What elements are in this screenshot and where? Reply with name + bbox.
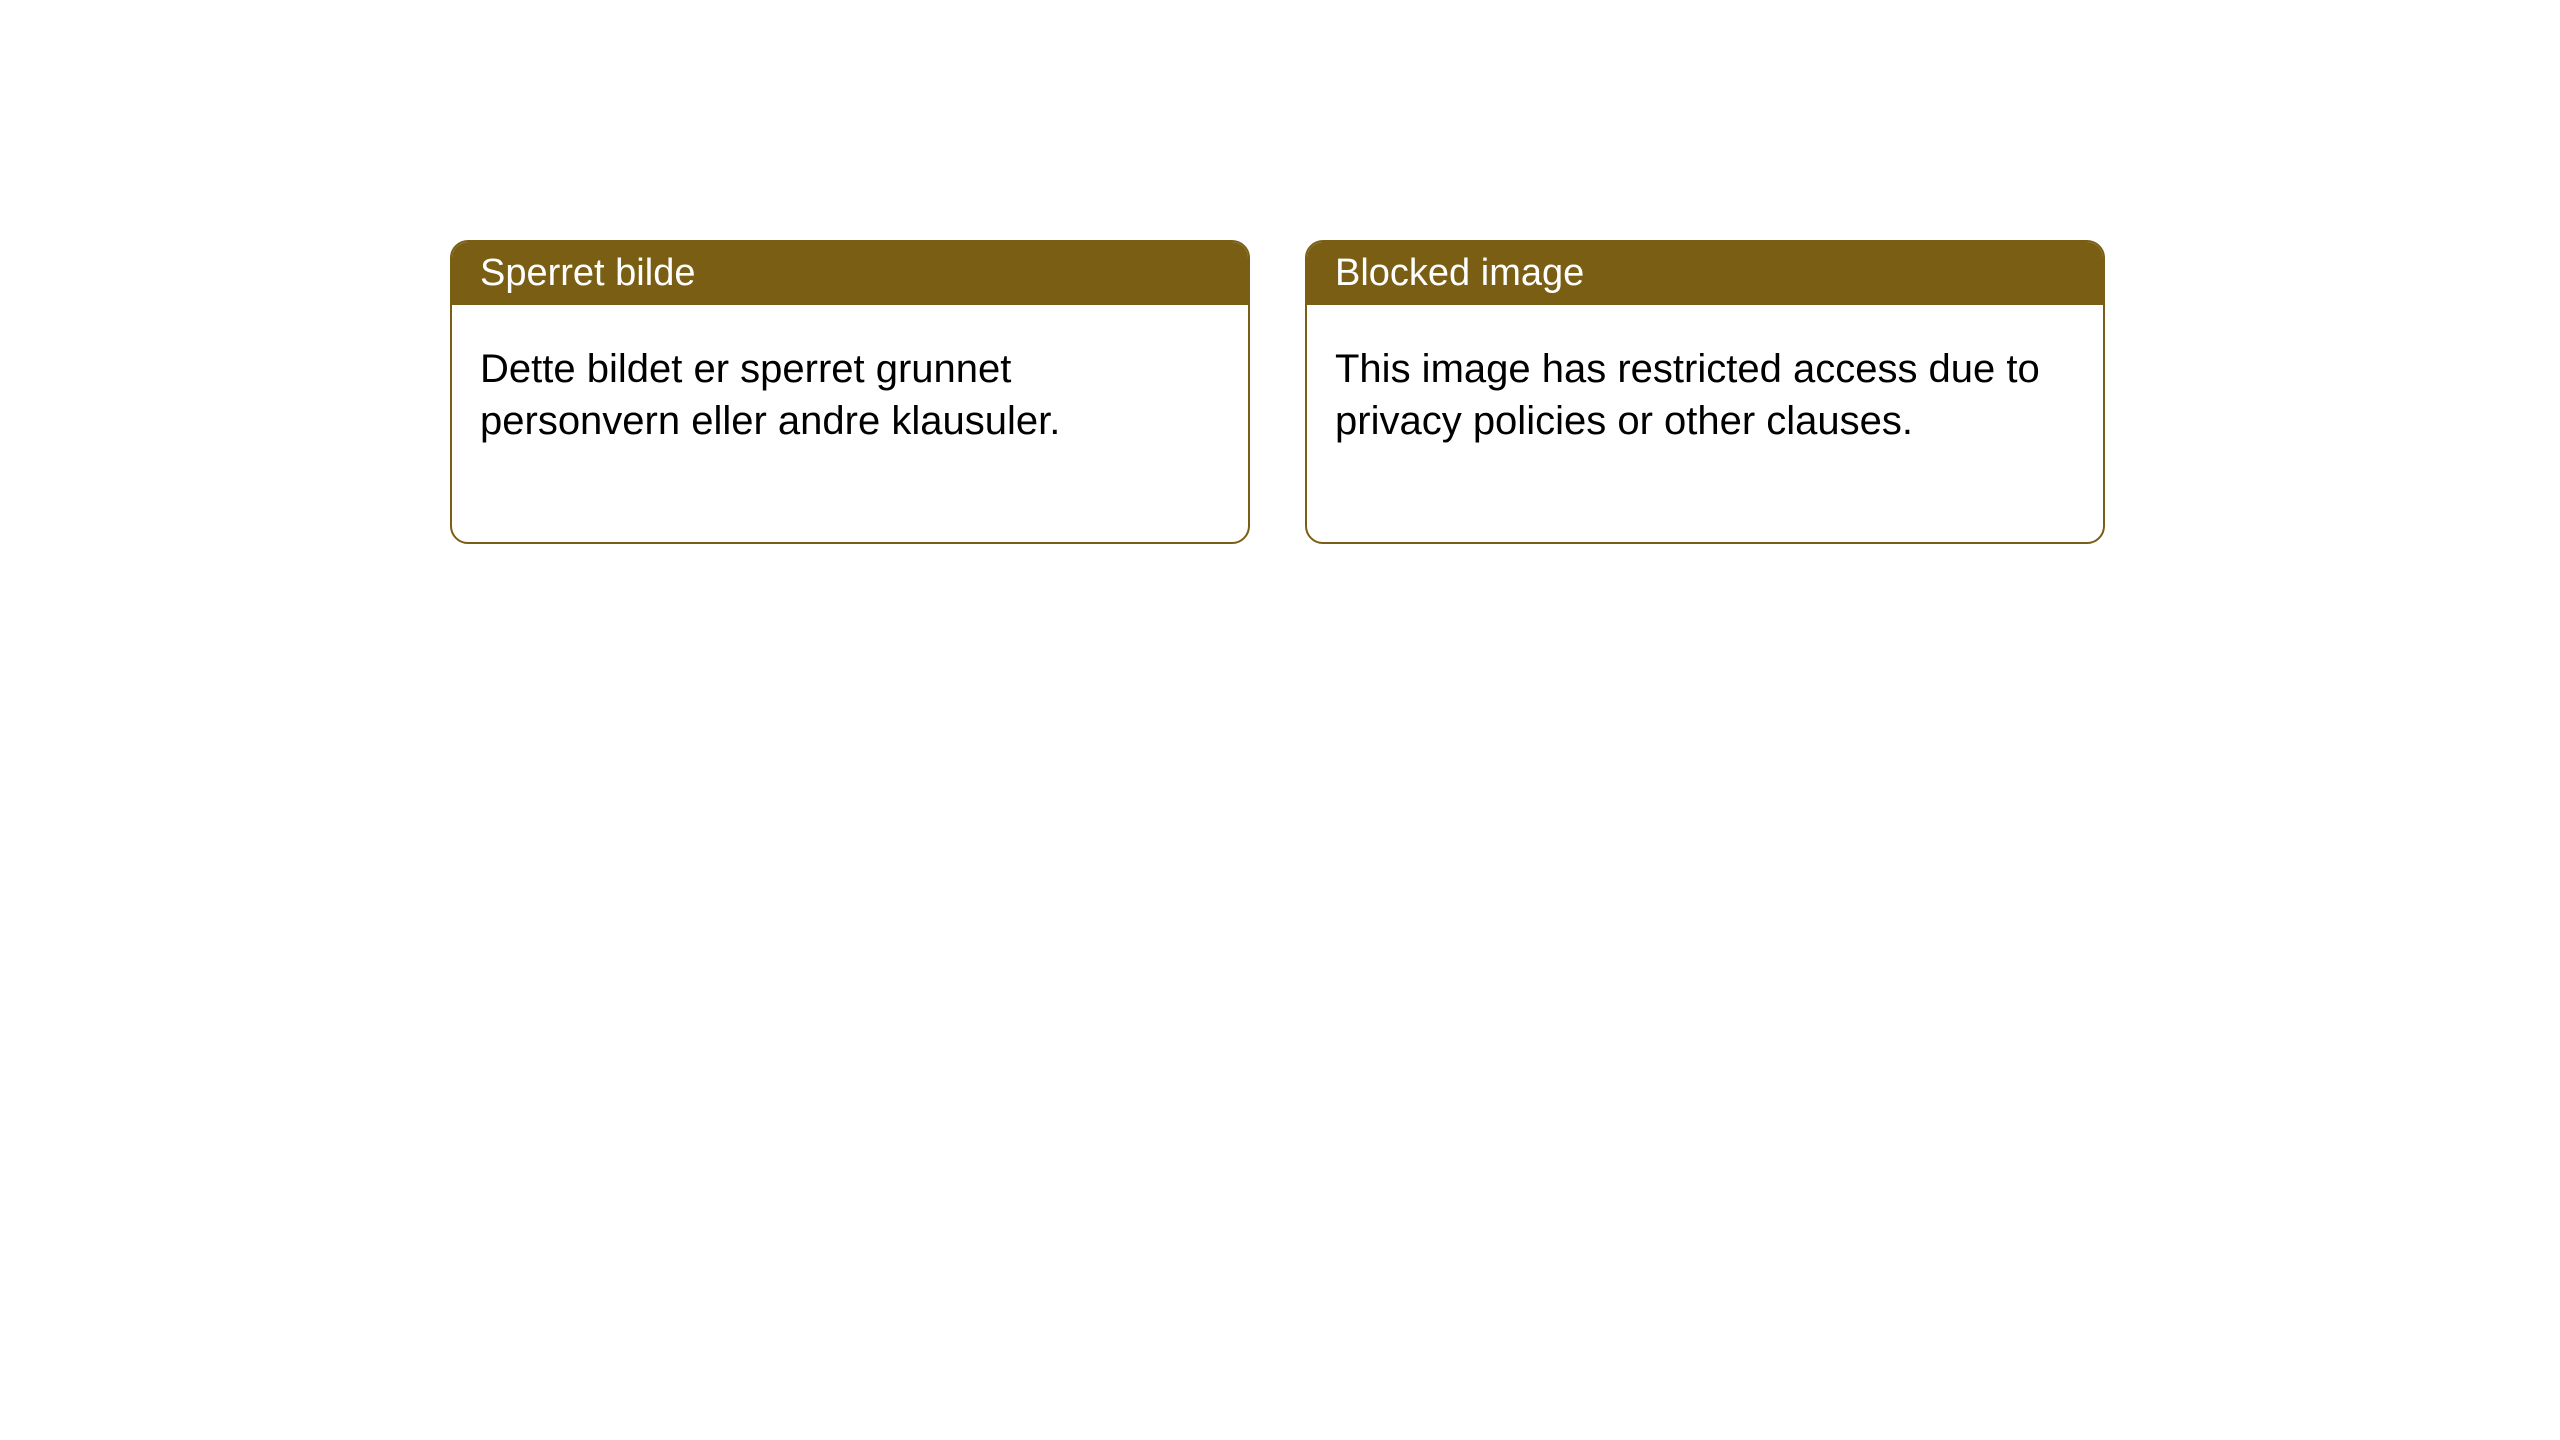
notice-container: Sperret bilde Dette bildet er sperret gr… xyxy=(450,240,2105,544)
notice-header: Blocked image xyxy=(1307,242,2103,305)
notice-body: This image has restricted access due to … xyxy=(1307,305,2103,542)
notice-header: Sperret bilde xyxy=(452,242,1248,305)
notice-body: Dette bildet er sperret grunnet personve… xyxy=(452,305,1248,542)
notice-box-english: Blocked image This image has restricted … xyxy=(1305,240,2105,544)
notice-box-norwegian: Sperret bilde Dette bildet er sperret gr… xyxy=(450,240,1250,544)
